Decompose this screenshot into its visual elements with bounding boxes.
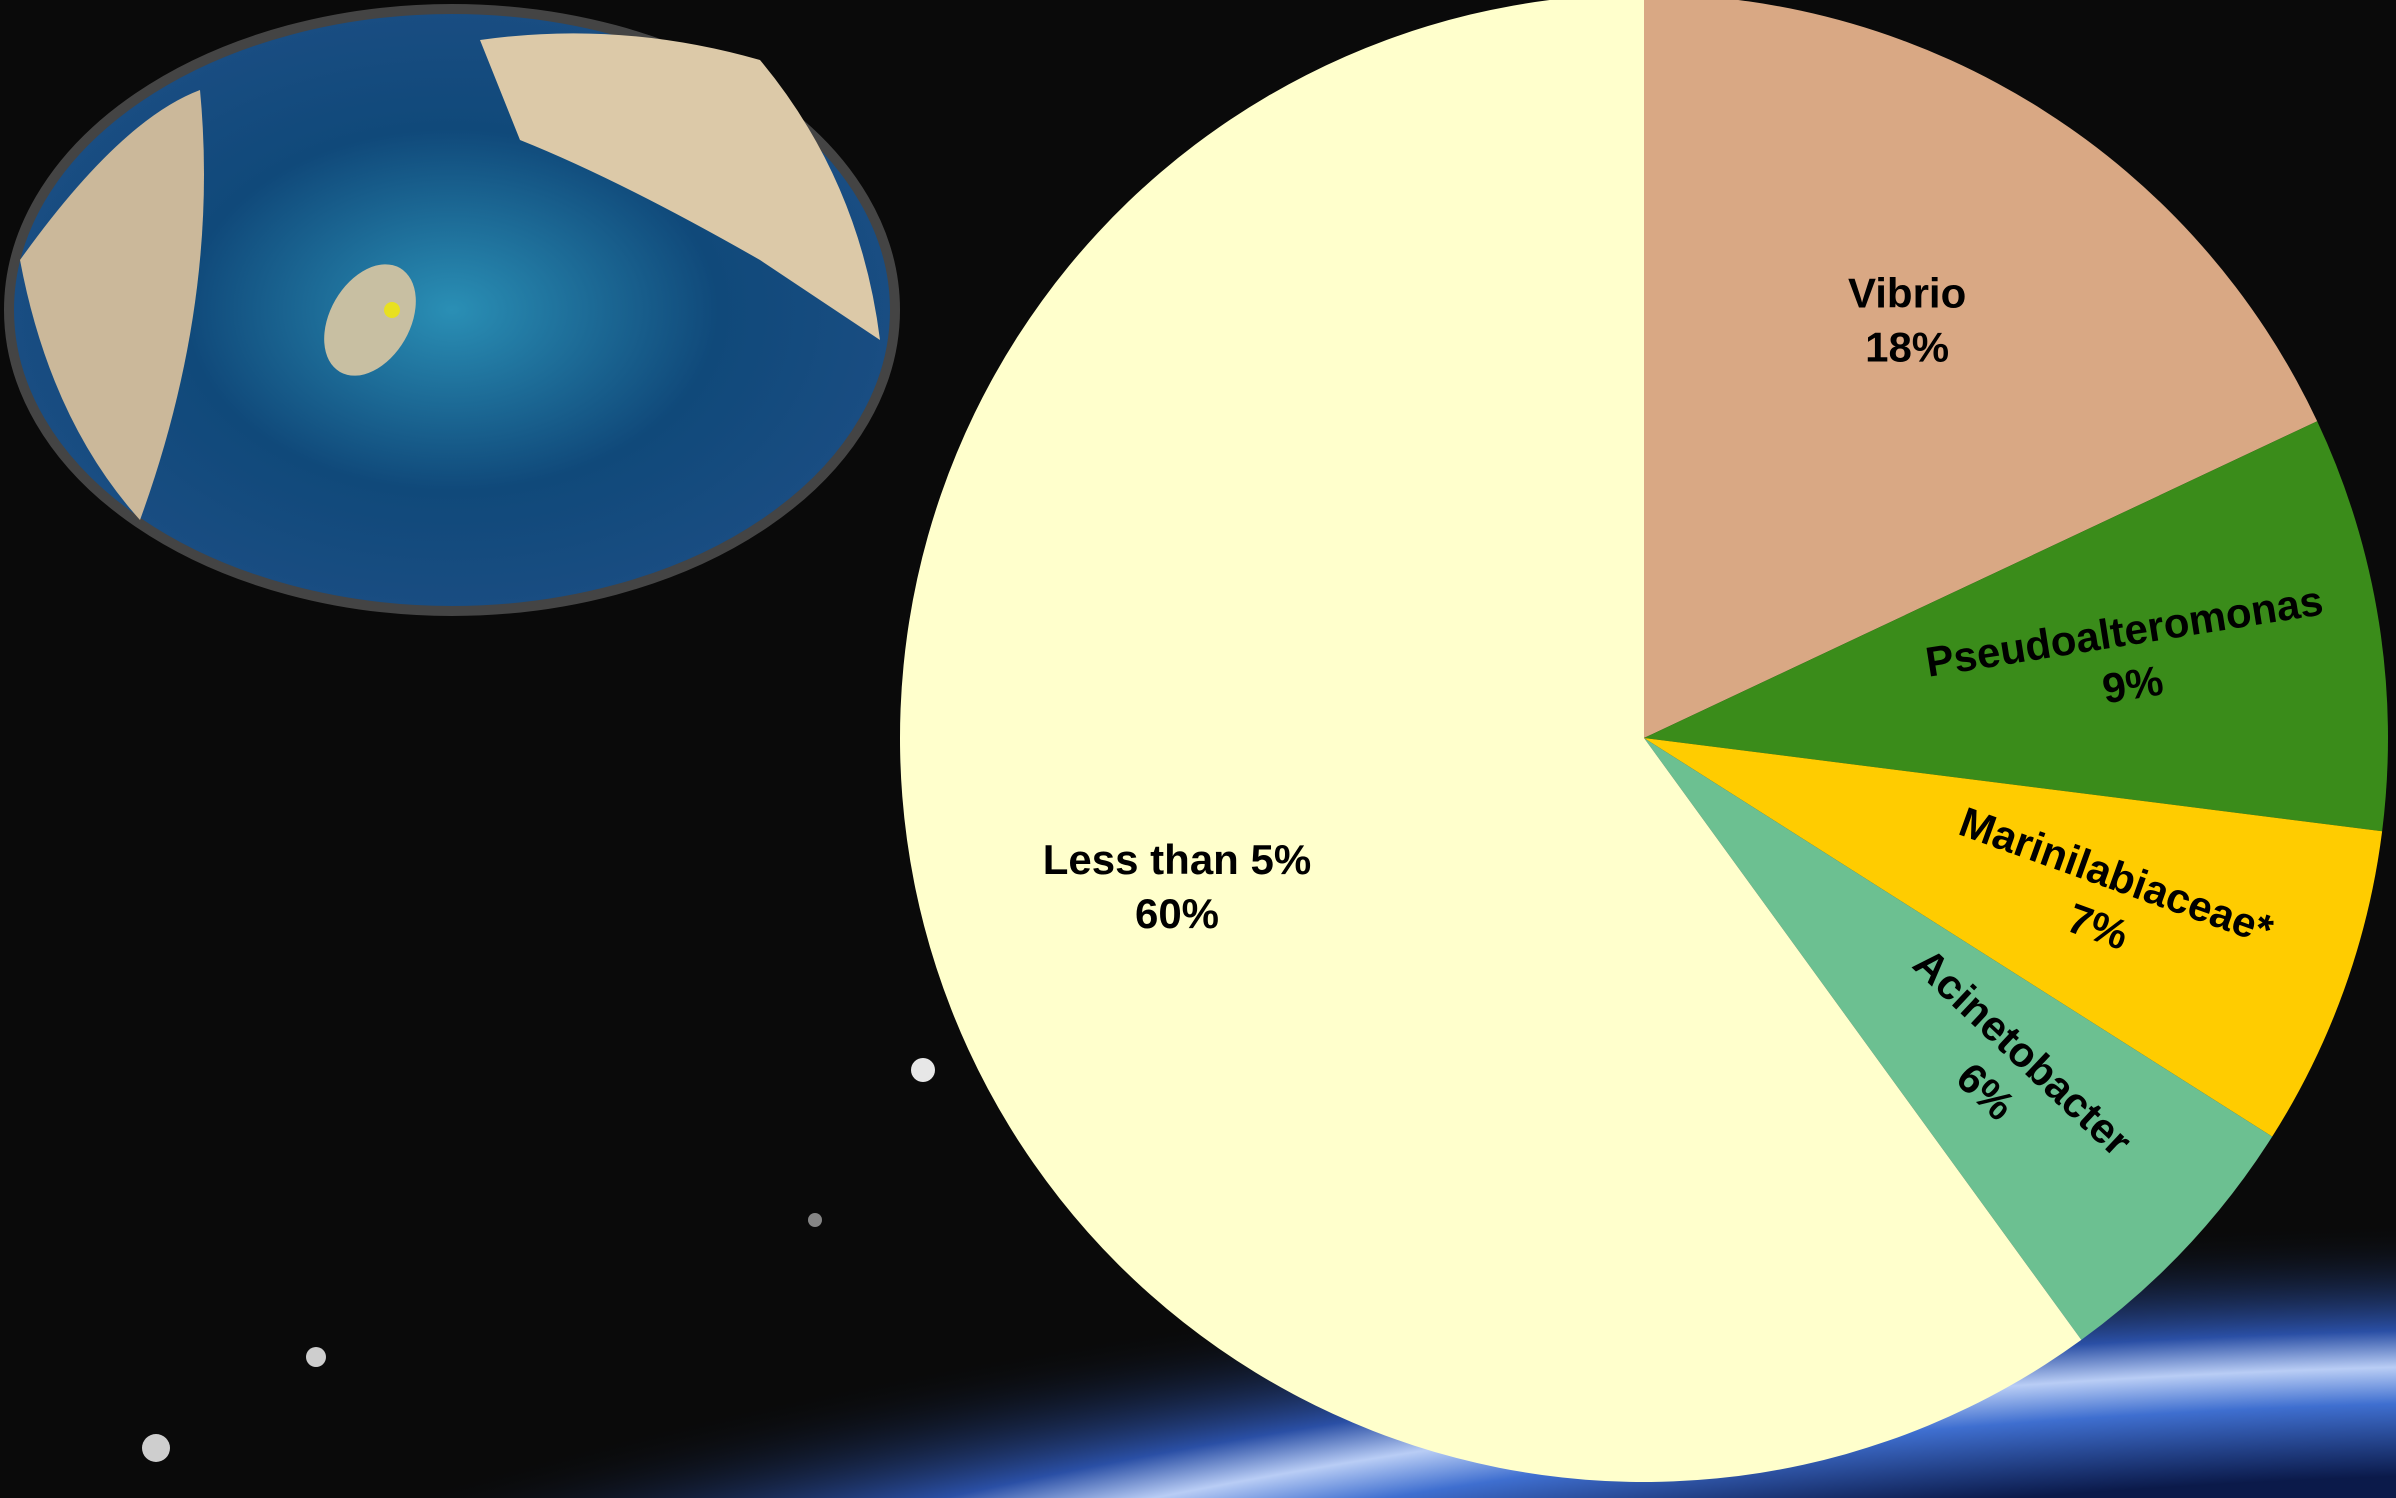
pie-slice bbox=[1644, 738, 2273, 1340]
pie-slice bbox=[1644, 738, 2383, 1137]
slice-value: 9% bbox=[2099, 657, 2166, 713]
star bbox=[142, 1434, 170, 1462]
map-inset bbox=[4, 4, 900, 616]
land bbox=[480, 33, 880, 340]
slice-name: Less than 5% bbox=[1043, 836, 1311, 883]
pie: Vibrio18%Pseudoalteromonas9%Marinilabiac… bbox=[900, 0, 2388, 1482]
pie-slice bbox=[900, 0, 2082, 1482]
land bbox=[20, 90, 204, 520]
star bbox=[808, 1213, 822, 1227]
pie-slice bbox=[1644, 421, 2388, 832]
slice-value: 60% bbox=[1135, 890, 1219, 937]
slice-name: Vibrio bbox=[1848, 269, 1966, 316]
slice-value: 18% bbox=[1865, 323, 1949, 370]
star bbox=[911, 1058, 935, 1082]
slice-label: Less than 5% 60% bbox=[1043, 836, 1311, 937]
island bbox=[324, 264, 416, 376]
star bbox=[306, 1347, 326, 1367]
slice-label: Vibrio 18% bbox=[1848, 269, 1966, 370]
pie-slice bbox=[1644, 0, 2318, 738]
pin bbox=[384, 302, 400, 318]
